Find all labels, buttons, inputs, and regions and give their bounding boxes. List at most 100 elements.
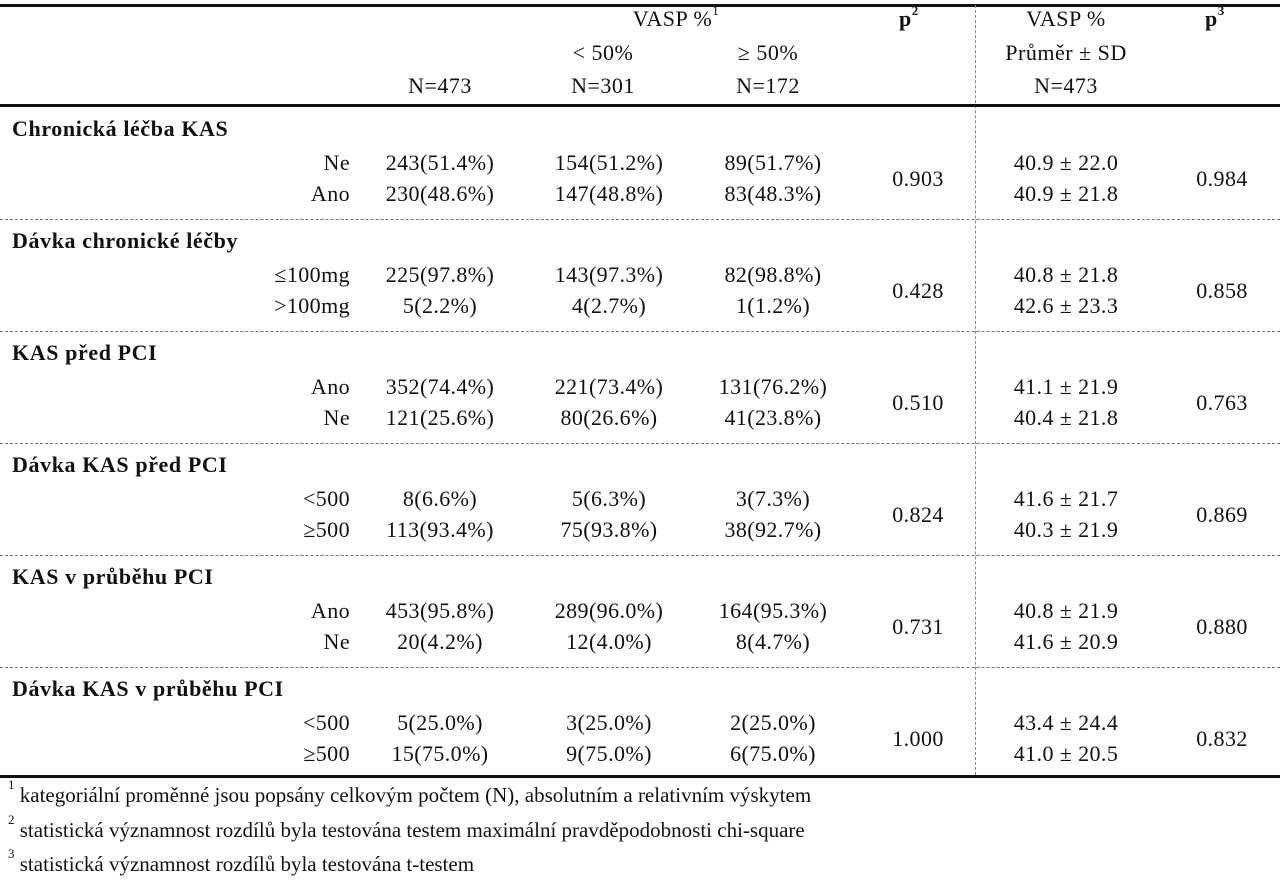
p2-value: 0.824 bbox=[892, 502, 944, 527]
cell-total: 121(25.6%) bbox=[385, 405, 495, 430]
cell-ge50: 3(7.3%) bbox=[735, 486, 811, 511]
section-separator bbox=[0, 555, 1280, 556]
vasp-mean-header: VASP % bbox=[1026, 6, 1106, 31]
p3-value: 0.858 bbox=[1196, 278, 1248, 303]
vasp-group-header: VASP %1 bbox=[632, 4, 719, 31]
n-ge50-header: N=172 bbox=[736, 73, 800, 98]
cell-mean-sd: 41.0 ± 20.5 bbox=[1013, 741, 1119, 766]
section-title: KAS před PCI bbox=[12, 340, 158, 365]
cell-lt50: 5(6.3%) bbox=[571, 486, 647, 511]
footnote-3: 3 statistická významnost rozdílů byla te… bbox=[8, 846, 475, 877]
cell-mean-sd: 40.9 ± 21.8 bbox=[1013, 181, 1119, 206]
cell-mean-sd: 42.6 ± 23.3 bbox=[1013, 293, 1119, 318]
p2-value: 0.428 bbox=[892, 278, 944, 303]
cell-mean-sd: 41.6 ± 21.7 bbox=[1013, 486, 1119, 511]
row-label: Ne bbox=[323, 629, 350, 654]
cell-lt50: 3(25.0%) bbox=[566, 710, 652, 735]
vasp-mean-subheader: Průměr ± SD bbox=[1005, 40, 1127, 65]
section-separator bbox=[0, 667, 1280, 668]
cell-ge50: 82(98.8%) bbox=[724, 262, 822, 287]
cell-ge50: 164(95.3%) bbox=[718, 598, 828, 623]
p2-header: p2 bbox=[899, 4, 919, 31]
cell-mean-sd: 40.8 ± 21.8 bbox=[1013, 262, 1119, 287]
cell-lt50: 289(96.0%) bbox=[554, 598, 664, 623]
cell-total: 8(6.6%) bbox=[402, 486, 478, 511]
cell-mean-sd: 41.6 ± 20.9 bbox=[1013, 629, 1119, 654]
row-label: ≥500 bbox=[303, 741, 350, 766]
vasp-group-label: VASP % bbox=[632, 6, 713, 31]
footnote-mark: 3 bbox=[1217, 3, 1225, 18]
section-separator bbox=[0, 443, 1280, 444]
p2-value: 0.731 bbox=[892, 614, 944, 639]
row-label: >100mg bbox=[274, 293, 350, 318]
p3-label: p bbox=[1205, 6, 1218, 31]
p3-value: 0.832 bbox=[1196, 726, 1248, 751]
p3-header: p3 bbox=[1205, 4, 1225, 31]
cell-lt50: 4(2.7%) bbox=[571, 293, 647, 318]
footnote-1: 1 kategoriální proměnné jsou popsány cel… bbox=[8, 777, 812, 808]
cell-total: 225(97.8%) bbox=[385, 262, 495, 287]
cell-ge50: 41(23.8%) bbox=[724, 405, 822, 430]
table-bottom-rule bbox=[0, 775, 1280, 778]
footnote-text: statistická významnost rozdílů byla test… bbox=[19, 818, 805, 842]
cell-lt50: 9(75.0%) bbox=[566, 741, 652, 766]
p2-value: 1.000 bbox=[892, 726, 944, 751]
n-mean-header: N=473 bbox=[1034, 73, 1098, 98]
footnote-mark: 1 bbox=[8, 777, 15, 792]
cell-lt50: 221(73.4%) bbox=[554, 374, 664, 399]
cell-total: 20(4.2%) bbox=[397, 629, 483, 654]
row-label: Ano bbox=[310, 374, 350, 399]
footnote-text: kategoriální proměnné jsou popsány celko… bbox=[19, 783, 812, 807]
section-title: Chronická léčba KAS bbox=[12, 116, 229, 141]
section-separator bbox=[0, 219, 1280, 220]
table-top-rule bbox=[0, 4, 1280, 7]
cell-total: 5(2.2%) bbox=[402, 293, 478, 318]
cell-total: 15(75.0%) bbox=[391, 741, 489, 766]
row-label: <500 bbox=[302, 486, 350, 511]
cell-ge50: 38(92.7%) bbox=[724, 517, 822, 542]
section-title: Dávka chronické léčby bbox=[12, 228, 239, 253]
lt50-header: < 50% bbox=[572, 40, 634, 65]
cell-lt50: 143(97.3%) bbox=[554, 262, 664, 287]
cell-total: 453(95.8%) bbox=[385, 598, 495, 623]
cell-ge50: 8(4.7%) bbox=[735, 629, 811, 654]
cell-total: 113(93.4%) bbox=[386, 517, 494, 542]
footnote-mark: 2 bbox=[911, 3, 919, 18]
cell-ge50: 2(25.0%) bbox=[730, 710, 816, 735]
cell-mean-sd: 41.1 ± 21.9 bbox=[1013, 374, 1119, 399]
cell-mean-sd: 40.4 ± 21.8 bbox=[1013, 405, 1119, 430]
footnote-mark: 2 bbox=[8, 812, 15, 827]
p2-label: p bbox=[899, 6, 912, 31]
cell-ge50: 89(51.7%) bbox=[724, 150, 822, 175]
cell-lt50: 147(48.8%) bbox=[554, 181, 664, 206]
n-total-header: N=473 bbox=[408, 73, 472, 98]
row-label: ≤100mg bbox=[274, 262, 350, 287]
cell-ge50: 83(48.3%) bbox=[724, 181, 822, 206]
row-label: Ne bbox=[323, 150, 350, 175]
footnote-text: statistická významnost rozdílů byla test… bbox=[19, 852, 475, 876]
p3-value: 0.984 bbox=[1196, 166, 1248, 191]
row-label: Ano bbox=[310, 181, 350, 206]
cell-ge50: 1(1.2%) bbox=[735, 293, 811, 318]
row-label: ≥500 bbox=[303, 517, 350, 542]
cell-total: 5(25.0%) bbox=[397, 710, 483, 735]
ge50-header: ≥ 50% bbox=[737, 40, 799, 65]
p3-value: 0.880 bbox=[1196, 614, 1248, 639]
header-bottom-rule bbox=[0, 104, 1280, 107]
section-title: Dávka KAS v průběhu PCI bbox=[12, 676, 284, 701]
cell-total: 243(51.4%) bbox=[385, 150, 495, 175]
cell-total: 352(74.4%) bbox=[385, 374, 495, 399]
row-label: Ne bbox=[323, 405, 350, 430]
cell-lt50: 75(93.8%) bbox=[560, 517, 658, 542]
cell-ge50: 131(76.2%) bbox=[718, 374, 828, 399]
cell-lt50: 154(51.2%) bbox=[554, 150, 664, 175]
section-separator bbox=[0, 331, 1280, 332]
column-divider bbox=[975, 5, 976, 775]
cell-mean-sd: 43.4 ± 24.4 bbox=[1013, 710, 1119, 735]
cell-ge50: 6(75.0%) bbox=[730, 741, 816, 766]
section-title: Dávka KAS před PCI bbox=[12, 452, 228, 477]
row-label: Ano bbox=[310, 598, 350, 623]
footnote-mark: 1 bbox=[712, 3, 720, 18]
cell-mean-sd: 40.3 ± 21.9 bbox=[1013, 517, 1119, 542]
p2-value: 0.510 bbox=[892, 390, 944, 415]
